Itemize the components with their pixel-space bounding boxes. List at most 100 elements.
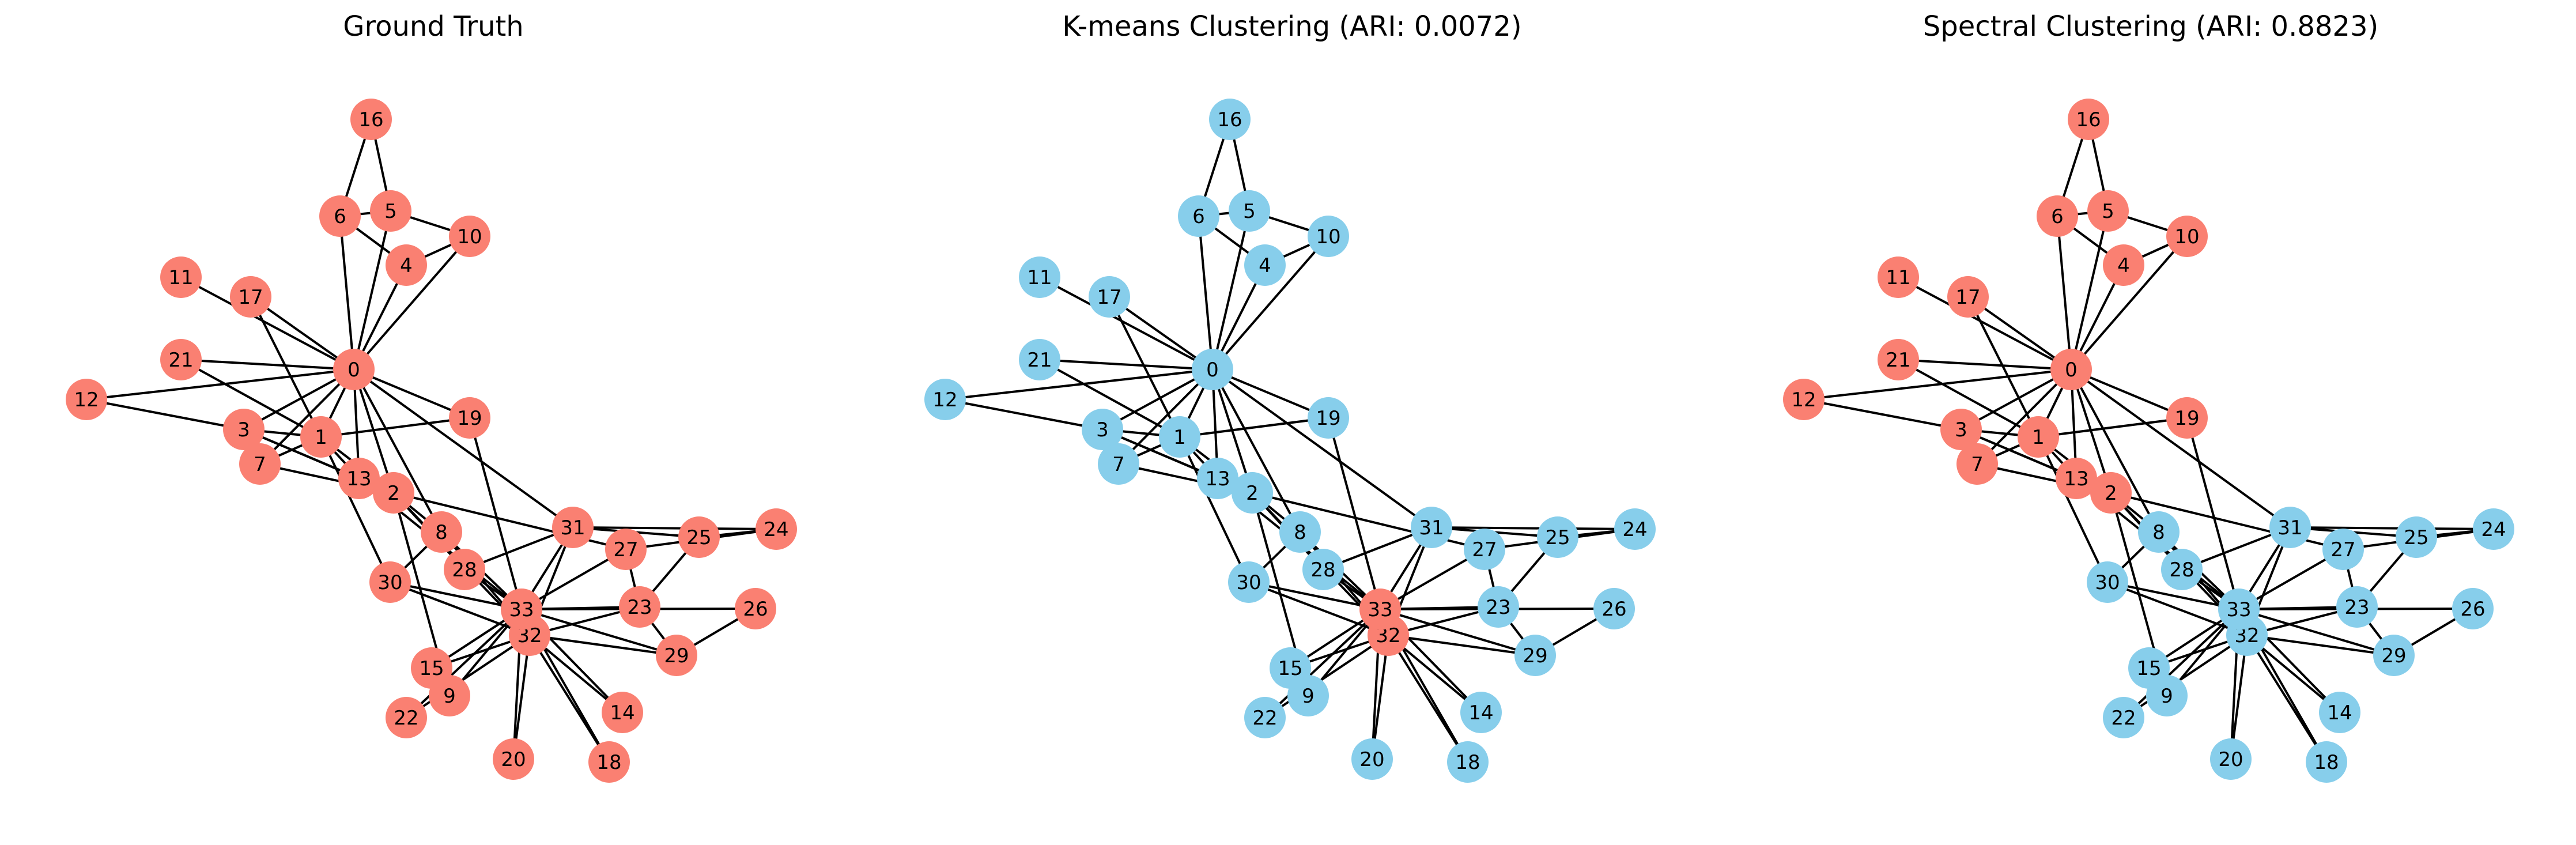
node-label: 15 bbox=[1278, 657, 1302, 680]
node-label: 16 bbox=[358, 108, 383, 131]
node-circle bbox=[421, 511, 462, 553]
node-circle bbox=[1308, 397, 1349, 439]
edge-0-7 bbox=[1976, 368, 2072, 465]
node-circle bbox=[333, 349, 375, 390]
graph-node-11: 11 bbox=[1878, 256, 1919, 298]
graph-node-8: 8 bbox=[421, 511, 462, 553]
node-label: 33 bbox=[2226, 598, 2251, 621]
graph-node-1: 1 bbox=[2018, 416, 2059, 458]
node-label: 31 bbox=[2277, 516, 2302, 540]
edge-0-21 bbox=[180, 359, 354, 371]
node-label: 33 bbox=[509, 598, 534, 621]
node-label: 11 bbox=[1027, 266, 1052, 289]
node-label: 31 bbox=[560, 516, 585, 540]
edge-1-19 bbox=[320, 417, 470, 438]
node-circle bbox=[493, 738, 534, 780]
graph-panel-3: Spectral Clustering (ARI: 0.8823)0123456… bbox=[1783, 10, 2514, 783]
node-group: 0123456789101112131415161718192021222324… bbox=[66, 99, 797, 783]
edge-0-19 bbox=[1212, 368, 1329, 419]
node-circle bbox=[2087, 561, 2128, 603]
edge-1-19 bbox=[2038, 417, 2188, 438]
graph-node-27: 27 bbox=[2322, 529, 2364, 570]
node-circle bbox=[1359, 589, 1401, 630]
graph-node-23: 23 bbox=[619, 586, 660, 628]
edge-0-6 bbox=[2056, 216, 2072, 370]
node-group: 0123456789101112131415161718192021222324… bbox=[1783, 99, 2514, 783]
node-label: 10 bbox=[2174, 225, 2199, 248]
node-label: 26 bbox=[1601, 598, 1626, 621]
node-label: 0 bbox=[2065, 359, 2078, 382]
node-circle bbox=[1878, 339, 1919, 380]
edge-0-11 bbox=[1039, 276, 1213, 371]
edge-1-30 bbox=[2037, 436, 2109, 583]
graph-panel-2: K-means Clustering (ARI: 0.0072)01234567… bbox=[924, 10, 1656, 783]
node-circle bbox=[756, 508, 797, 550]
graph-node-15: 15 bbox=[1270, 647, 1311, 689]
node-circle bbox=[2473, 508, 2514, 550]
edge-19-33 bbox=[469, 417, 523, 610]
node-label: 8 bbox=[435, 521, 448, 544]
graph-node-28: 28 bbox=[1302, 549, 1344, 590]
node-circle bbox=[370, 190, 411, 232]
node-label: 21 bbox=[168, 349, 193, 372]
node-label: 8 bbox=[1294, 521, 1306, 544]
graph-node-3: 3 bbox=[223, 409, 265, 450]
node-circle bbox=[2218, 589, 2260, 630]
graph-node-23: 23 bbox=[1478, 586, 1519, 628]
node-label: 33 bbox=[1368, 598, 1392, 621]
edge-0-12 bbox=[945, 368, 1213, 401]
node-label: 18 bbox=[2314, 751, 2339, 774]
node-label: 0 bbox=[1206, 359, 1219, 382]
edge-0-31 bbox=[353, 368, 574, 529]
node-circle bbox=[1614, 508, 1656, 550]
node-circle bbox=[386, 697, 427, 738]
edge-0-3 bbox=[1102, 368, 1213, 431]
graph-node-4: 4 bbox=[386, 244, 427, 286]
edge-20-32 bbox=[1371, 635, 1389, 760]
node-circle bbox=[1089, 276, 1130, 318]
node-circle bbox=[2166, 216, 2208, 257]
node-label: 7 bbox=[1112, 453, 1125, 476]
edge-0-19 bbox=[353, 368, 470, 419]
edge-30-32 bbox=[1248, 581, 1389, 636]
graph-node-12: 12 bbox=[1783, 379, 1825, 420]
graph-node-7: 7 bbox=[1956, 443, 1998, 485]
graph-node-19: 19 bbox=[449, 397, 490, 439]
graph-node-16: 16 bbox=[2068, 99, 2109, 140]
graph-node-17: 17 bbox=[1089, 276, 1130, 318]
graph-node-17: 17 bbox=[1947, 276, 1989, 318]
node-label: 18 bbox=[596, 751, 621, 774]
node-circle bbox=[2210, 738, 2252, 780]
node-circle bbox=[223, 409, 265, 450]
graph-node-21: 21 bbox=[1019, 339, 1060, 380]
node-label: 22 bbox=[1252, 707, 1277, 730]
edge-24-31 bbox=[572, 526, 777, 530]
edge-29-33 bbox=[2238, 608, 2394, 657]
node-label: 26 bbox=[2460, 598, 2485, 621]
graph-node-21: 21 bbox=[160, 339, 202, 380]
node-circle bbox=[1082, 409, 1123, 450]
edge-0-5 bbox=[1211, 210, 1251, 370]
node-circle bbox=[2166, 397, 2208, 439]
node-circle bbox=[1447, 741, 1489, 783]
node-circle bbox=[1229, 190, 1270, 232]
graph-node-14: 14 bbox=[1460, 692, 1502, 733]
node-circle bbox=[1244, 697, 1286, 738]
node-label: 2 bbox=[387, 482, 400, 505]
node-circle bbox=[1537, 516, 1578, 558]
node-circle bbox=[1351, 738, 1393, 780]
node-label: 8 bbox=[2152, 521, 2165, 544]
panel-title: Spectral Clustering (ARI: 0.8823) bbox=[1923, 10, 2378, 43]
node-label: 7 bbox=[1971, 453, 1984, 476]
node-circle bbox=[1228, 561, 1270, 603]
graph-node-0: 0 bbox=[1192, 349, 1233, 390]
graph-node-1: 1 bbox=[1159, 416, 1200, 458]
node-circle bbox=[1956, 443, 1998, 485]
graph-node-0: 0 bbox=[2050, 349, 2092, 390]
node-circle bbox=[2373, 635, 2415, 676]
node-circle bbox=[2161, 549, 2203, 590]
node-label: 6 bbox=[334, 205, 346, 228]
graph-node-2: 2 bbox=[1232, 472, 1273, 514]
node-circle bbox=[501, 589, 542, 630]
graph-node-2: 2 bbox=[2090, 472, 2132, 514]
